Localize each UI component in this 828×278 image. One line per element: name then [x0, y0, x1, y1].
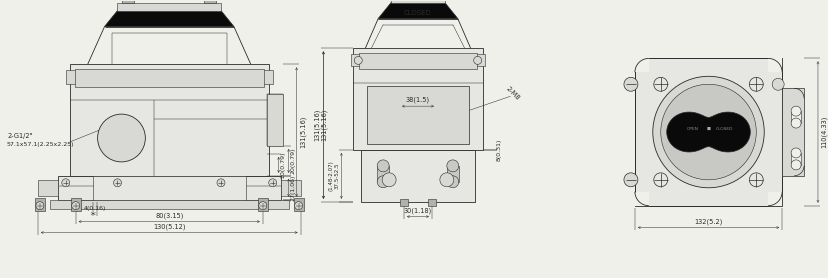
Circle shape: [790, 160, 800, 170]
Bar: [634, 192, 648, 206]
Text: 57.1x57.1(2.25x2.25): 57.1x57.1(2.25x2.25): [7, 142, 75, 147]
Circle shape: [440, 173, 453, 187]
Bar: [351, 54, 365, 66]
Bar: [123, 0, 134, 3]
Text: 27(1.06): 27(1.06): [291, 175, 296, 201]
Text: 132(5.2): 132(5.2): [694, 218, 722, 225]
Text: ■: ■: [705, 127, 710, 131]
Bar: [359, 53, 476, 69]
Bar: [93, 176, 246, 200]
Bar: [118, 3, 221, 11]
Circle shape: [294, 202, 302, 210]
Circle shape: [98, 114, 145, 162]
Circle shape: [790, 148, 800, 158]
Text: 8(0.31): 8(0.31): [496, 139, 501, 161]
Bar: [254, 70, 272, 84]
Bar: [204, 0, 216, 3]
Circle shape: [790, 106, 800, 116]
Circle shape: [377, 160, 388, 172]
Bar: [38, 180, 58, 196]
Bar: [367, 86, 468, 144]
Text: 131(5.16): 131(5.16): [314, 109, 320, 141]
Bar: [470, 54, 484, 66]
Polygon shape: [104, 11, 233, 27]
Bar: [361, 150, 474, 202]
Bar: [70, 198, 80, 211]
Bar: [790, 153, 800, 165]
Circle shape: [790, 118, 800, 128]
Text: 80(3.15): 80(3.15): [155, 212, 183, 219]
Circle shape: [268, 179, 277, 187]
Polygon shape: [378, 3, 457, 19]
Circle shape: [660, 84, 755, 180]
Circle shape: [382, 173, 396, 187]
Circle shape: [446, 160, 458, 172]
Bar: [35, 198, 45, 211]
Bar: [446, 166, 458, 182]
Text: OPEN: OPEN: [686, 127, 698, 131]
Text: 30(1.18): 30(1.18): [403, 207, 431, 214]
Text: 110(4.33): 110(4.33): [820, 116, 826, 148]
Bar: [781, 88, 803, 176]
Bar: [427, 199, 436, 206]
Text: 130(5.12): 130(5.12): [153, 223, 185, 230]
Text: 4(0.16): 4(0.16): [84, 206, 106, 211]
Bar: [75, 69, 263, 87]
Bar: [377, 166, 388, 182]
Circle shape: [354, 56, 362, 64]
Circle shape: [72, 202, 79, 210]
Circle shape: [113, 179, 122, 187]
Bar: [768, 58, 781, 72]
Bar: [281, 180, 301, 196]
Circle shape: [473, 56, 481, 64]
Text: 20(0.79): 20(0.79): [281, 152, 286, 178]
Circle shape: [258, 202, 267, 210]
Bar: [65, 70, 84, 84]
Bar: [70, 64, 268, 176]
Bar: [790, 111, 800, 123]
Bar: [634, 58, 648, 72]
Text: 2-M8: 2-M8: [504, 85, 520, 101]
Bar: [258, 198, 267, 211]
Text: 38(1.5): 38(1.5): [406, 97, 430, 103]
Text: (1.48-2.07): (1.48-2.07): [328, 160, 333, 191]
Text: CLOSED: CLOSED: [403, 10, 431, 16]
Circle shape: [771, 78, 783, 90]
Text: 37.5-52.5: 37.5-52.5: [334, 163, 339, 189]
Bar: [400, 199, 407, 206]
Bar: [391, 0, 445, 3]
Bar: [634, 58, 781, 206]
Circle shape: [36, 202, 44, 210]
Text: 131(5.16): 131(5.16): [320, 109, 326, 141]
Circle shape: [377, 176, 388, 188]
Circle shape: [217, 179, 224, 187]
Circle shape: [623, 77, 637, 91]
Text: 2-G1/2": 2-G1/2": [7, 133, 32, 139]
Bar: [58, 176, 281, 200]
Bar: [50, 200, 288, 209]
Circle shape: [652, 76, 763, 188]
Bar: [353, 48, 482, 150]
Text: 131(5.16): 131(5.16): [299, 116, 306, 148]
Circle shape: [446, 176, 458, 188]
Bar: [267, 94, 282, 146]
Bar: [768, 192, 781, 206]
Text: 20(0.79): 20(0.79): [291, 148, 296, 174]
Circle shape: [62, 179, 70, 187]
Polygon shape: [666, 112, 749, 152]
Bar: [293, 198, 303, 211]
Text: CLOSED: CLOSED: [715, 127, 732, 131]
Circle shape: [623, 173, 637, 187]
